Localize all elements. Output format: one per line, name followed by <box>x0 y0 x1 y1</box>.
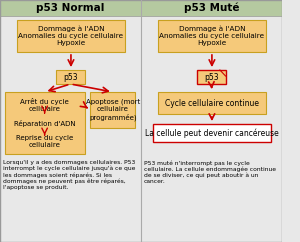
Text: p53 Muté: p53 Muté <box>184 3 239 13</box>
FancyBboxPatch shape <box>90 92 135 128</box>
FancyBboxPatch shape <box>158 92 266 114</box>
FancyBboxPatch shape <box>5 92 85 154</box>
Text: Apoptose (mort
cellulaire
programmée): Apoptose (mort cellulaire programmée) <box>85 99 140 121</box>
Text: p53 Normal: p53 Normal <box>36 3 105 13</box>
Text: Dommage à l'ADN
Anomalies du cycle cellulaire
Hypoxie: Dommage à l'ADN Anomalies du cycle cellu… <box>159 26 265 46</box>
Text: p53: p53 <box>63 73 78 82</box>
Text: La cellule peut devenir cancéreuse: La cellule peut devenir cancéreuse <box>145 128 279 138</box>
FancyBboxPatch shape <box>17 20 125 52</box>
Text: Lorsqu'il y a des dommages cellulaires. P53
interrompt le cycle cellulaire jusqu: Lorsqu'il y a des dommages cellulaires. … <box>3 160 135 190</box>
FancyBboxPatch shape <box>141 0 282 16</box>
Text: P53 muté n'interrompt pas le cycle
cellulaire. La cellule endommagée continue
de: P53 muté n'interrompt pas le cycle cellu… <box>144 160 276 184</box>
FancyBboxPatch shape <box>197 70 226 84</box>
FancyBboxPatch shape <box>153 124 271 142</box>
FancyBboxPatch shape <box>56 70 85 84</box>
FancyBboxPatch shape <box>158 20 266 52</box>
Text: p53: p53 <box>204 73 219 82</box>
Text: Cycle cellulaire continue: Cycle cellulaire continue <box>165 98 259 107</box>
Text: Dommage à l'ADN
Anomalies du cycle cellulaire
Hypoxie: Dommage à l'ADN Anomalies du cycle cellu… <box>18 26 124 46</box>
FancyBboxPatch shape <box>0 0 141 16</box>
Text: Arrêt du cycle
cellulaire

Réparation d'ADN

Reprise du cycle
cellulaire: Arrêt du cycle cellulaire Réparation d'A… <box>14 98 76 148</box>
